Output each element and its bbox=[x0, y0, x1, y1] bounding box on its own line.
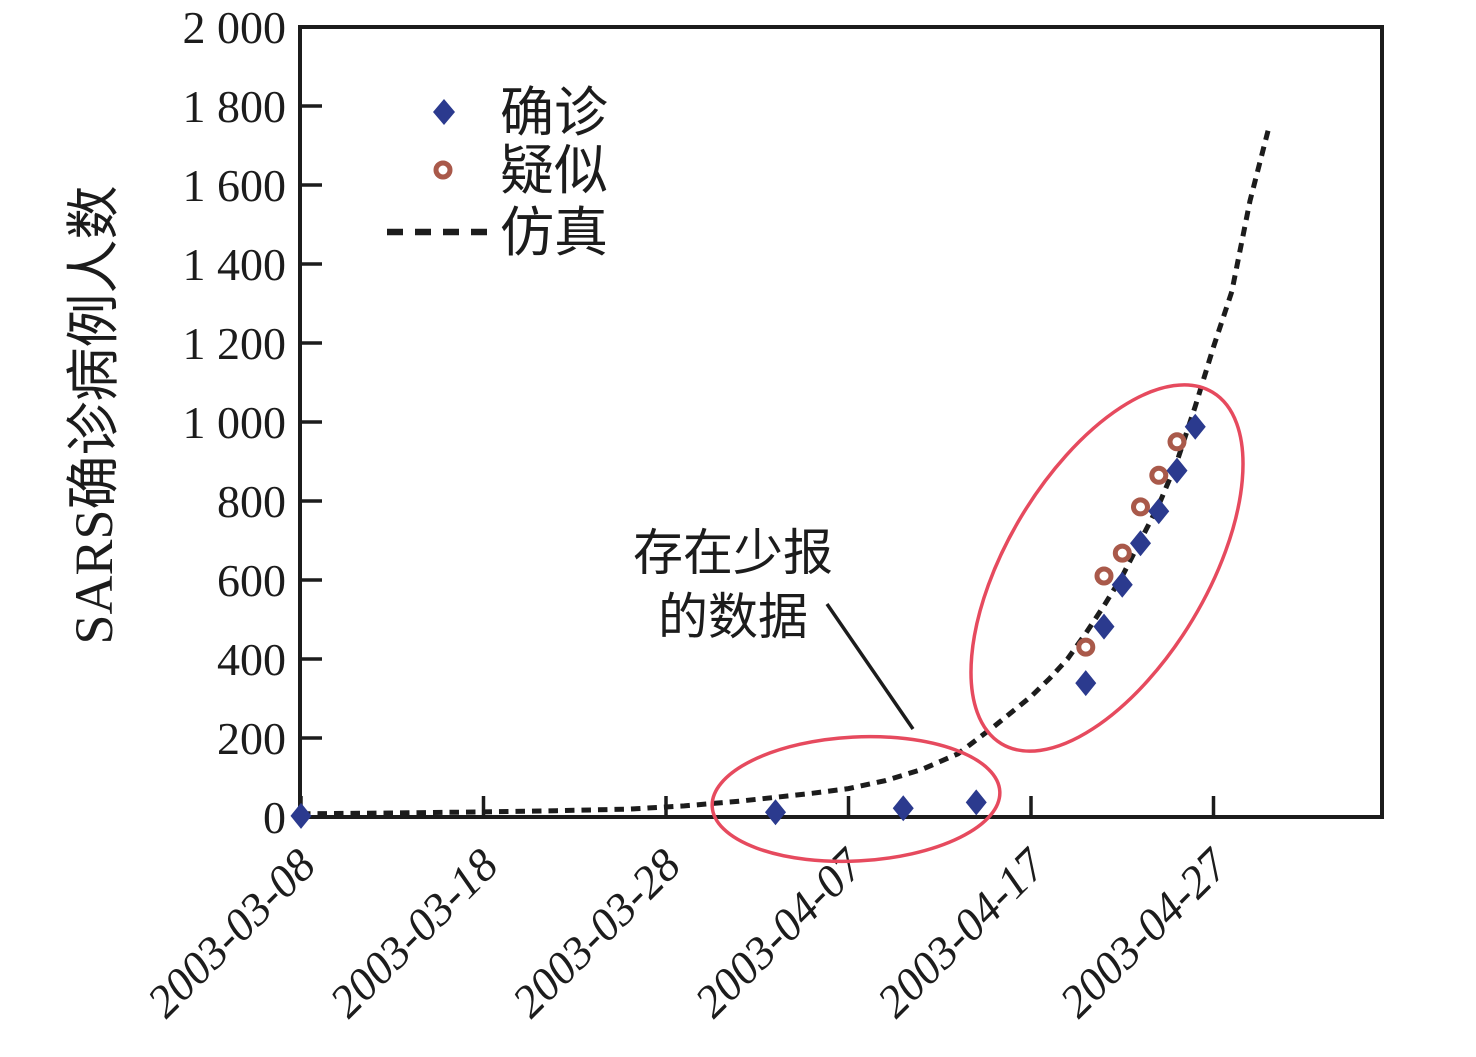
legend-label-suspected: 疑似 bbox=[500, 141, 608, 201]
y-axis-title: SARS确诊病例人数 bbox=[64, 185, 124, 644]
annotation-line2: 的数据 bbox=[658, 589, 808, 645]
annotation-leader-line bbox=[825, 603, 915, 730]
confirmed-point bbox=[1111, 571, 1133, 598]
legend-item-suspected: 疑似 bbox=[433, 141, 608, 201]
legend-label-simulation: 仿真 bbox=[500, 203, 608, 263]
confirmed-point bbox=[1093, 613, 1115, 640]
legend-label-confirmed: 确诊 bbox=[500, 83, 608, 143]
x-tick-label: 2003-03-28 bbox=[502, 839, 690, 1027]
y-tick-label: 1 200 bbox=[183, 318, 287, 369]
highlight-ellipse bbox=[710, 734, 1002, 864]
y-tick-label: 400 bbox=[217, 634, 286, 685]
legend-item-simulation: 仿真 bbox=[387, 203, 608, 263]
confirmed-point bbox=[1148, 498, 1170, 525]
suspected-ring-icon bbox=[433, 160, 453, 180]
confirmed-point bbox=[290, 802, 312, 829]
suspected-point bbox=[1167, 432, 1187, 452]
simulation-dashed-path bbox=[300, 129, 1271, 817]
y-tick-label: 200 bbox=[217, 713, 286, 764]
suspected-point bbox=[1076, 637, 1096, 657]
suspected-point bbox=[1149, 465, 1169, 485]
suspected-point bbox=[1131, 497, 1150, 517]
legend: 确诊 疑似 仿真 bbox=[387, 83, 608, 263]
annotation-line1: 存在少报 bbox=[633, 525, 833, 581]
confirmed-point bbox=[1184, 413, 1206, 440]
confirmed-point bbox=[965, 789, 987, 816]
y-tick-label: 1 600 bbox=[183, 160, 287, 211]
x-tick-label: 2003-04-27 bbox=[1050, 838, 1239, 1027]
highlight-ellipses bbox=[710, 383, 1245, 864]
confirmed-points bbox=[290, 413, 1206, 829]
suspected-point bbox=[1112, 543, 1132, 563]
x-tick-label: 2003-04-17 bbox=[867, 838, 1056, 1027]
suspected-point bbox=[1094, 566, 1114, 586]
confirmed-point bbox=[1075, 670, 1097, 697]
y-tick-label: 0 bbox=[263, 792, 286, 843]
suspected-points bbox=[1076, 432, 1187, 657]
y-tick-label: 1 800 bbox=[183, 81, 287, 132]
y-tick-label: 800 bbox=[217, 476, 286, 527]
confirmed-point bbox=[1166, 457, 1188, 484]
confirmed-point bbox=[1130, 530, 1151, 557]
x-tick-label: 2003-03-18 bbox=[320, 839, 508, 1027]
y-axis-ticks bbox=[300, 104, 322, 740]
y-tick-label: 2 000 bbox=[183, 2, 287, 53]
confirmed-diamond-icon bbox=[433, 99, 455, 125]
x-tick-label: 2003-04-07 bbox=[685, 838, 874, 1027]
legend-item-confirmed: 确诊 bbox=[433, 83, 608, 143]
simulation-curve bbox=[300, 129, 1271, 817]
y-tick-label: 1 000 bbox=[183, 397, 287, 448]
annotation-underreported: 存在少报 的数据 bbox=[633, 525, 915, 730]
highlight-ellipse bbox=[969, 383, 1245, 753]
y-axis-labels: 0 200 400 600 800 1 000 1 200 1 400 1 600 1 800 2 … bbox=[183, 2, 287, 843]
x-tick-label: 2003-03-08 bbox=[137, 839, 325, 1027]
confirmed-point bbox=[765, 799, 786, 826]
confirmed-point bbox=[892, 795, 914, 822]
x-axis-labels: 2003-03-082003-03-182003-03-282003-04-07… bbox=[137, 838, 1239, 1027]
plot-frame bbox=[298, 25, 1384, 819]
y-tick-label: 600 bbox=[217, 555, 286, 606]
y-tick-label: 1 400 bbox=[183, 239, 287, 290]
